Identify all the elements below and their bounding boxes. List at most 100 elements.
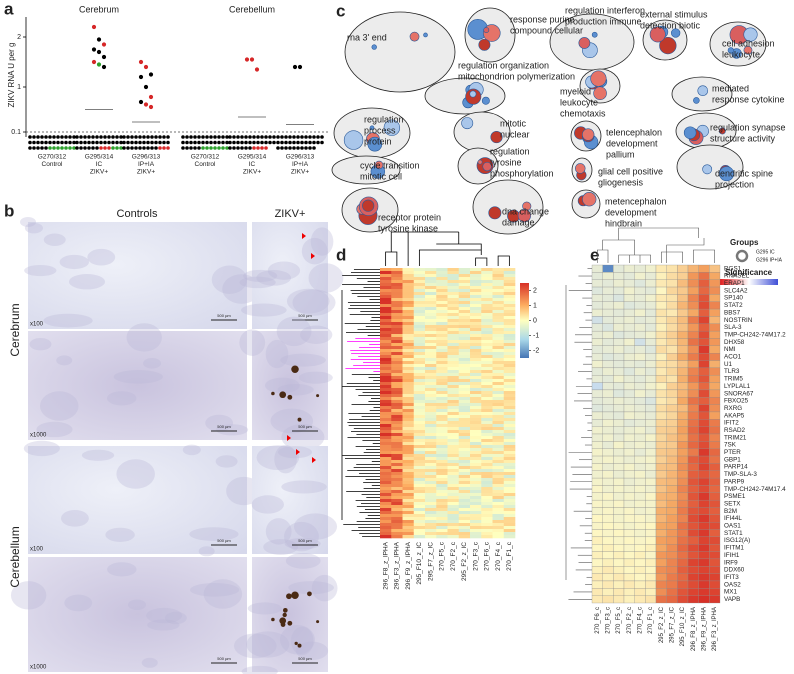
heatmap-cell bbox=[613, 286, 625, 295]
heatmap-cell bbox=[634, 316, 646, 324]
lod-dot bbox=[272, 140, 276, 145]
heatmap-texture bbox=[458, 514, 471, 518]
heatmap-texture bbox=[492, 463, 505, 467]
heatmap-texture bbox=[380, 460, 392, 464]
arrowhead bbox=[302, 233, 306, 239]
heatmap-cell bbox=[613, 499, 625, 508]
heatmap-texture bbox=[380, 328, 392, 332]
heatmap-cell bbox=[645, 448, 657, 457]
heatmap-texture bbox=[391, 268, 403, 272]
heatmap-texture bbox=[413, 493, 426, 497]
heatmap-cell bbox=[634, 529, 646, 538]
gene-label: PSME1 bbox=[724, 493, 746, 500]
heatmap-cell bbox=[677, 353, 689, 361]
lod-dot bbox=[276, 140, 280, 145]
lod-dot bbox=[256, 135, 260, 139]
term-cluster bbox=[472, 179, 544, 235]
heatmap-texture bbox=[458, 418, 471, 422]
heatmap-cell bbox=[634, 573, 646, 582]
lod-dot bbox=[64, 140, 68, 145]
heatmap-texture bbox=[492, 418, 505, 422]
heatmap-texture bbox=[492, 514, 505, 518]
lod-dot bbox=[72, 140, 76, 145]
heatmap-cell bbox=[698, 536, 710, 545]
heatmap-texture bbox=[436, 283, 448, 287]
heatmap-texture bbox=[492, 424, 505, 428]
lod-dot bbox=[217, 140, 221, 145]
heatmap-image bbox=[380, 268, 516, 539]
heatmap-texture bbox=[447, 319, 460, 323]
lod-dot bbox=[181, 146, 185, 150]
heatmap-texture bbox=[391, 457, 403, 461]
heatmap-texture bbox=[470, 367, 482, 371]
lod-dot bbox=[296, 146, 300, 150]
heatmap-cell bbox=[634, 544, 646, 552]
column-dendrogram bbox=[597, 227, 715, 263]
heatmap-texture bbox=[413, 403, 426, 407]
term-cluster bbox=[331, 155, 401, 185]
heatmap-texture bbox=[380, 346, 392, 350]
heatmap-cell bbox=[602, 323, 614, 332]
group-label: ZIKV+ bbox=[243, 169, 261, 176]
heatmap-cell bbox=[591, 404, 603, 413]
heatmap-texture bbox=[481, 343, 493, 347]
heatmap-cell bbox=[634, 338, 646, 346]
heatmap-texture bbox=[402, 367, 415, 371]
heatmap-texture bbox=[481, 493, 493, 497]
heatmap-cell bbox=[634, 536, 646, 545]
heatmap-texture bbox=[380, 523, 392, 527]
row-dendrogram bbox=[341, 269, 380, 537]
lod-dot bbox=[87, 140, 91, 145]
heatmap-cell bbox=[634, 330, 646, 339]
heatmap-texture bbox=[492, 322, 505, 326]
heatmap-texture bbox=[503, 292, 516, 296]
heatmap-cell bbox=[591, 286, 603, 295]
heatmap-cell bbox=[677, 573, 689, 582]
heatmap-texture bbox=[447, 529, 460, 533]
heatmap-texture bbox=[481, 439, 493, 443]
data-dot bbox=[148, 94, 154, 100]
heatmap-texture bbox=[391, 493, 403, 497]
lod-dot bbox=[312, 146, 316, 150]
heatmap-texture bbox=[425, 469, 437, 473]
heatmap-texture bbox=[503, 442, 516, 446]
heatmap-texture bbox=[470, 358, 482, 362]
heatmap-texture bbox=[425, 451, 437, 455]
heatmap-texture bbox=[402, 400, 415, 404]
heatmap-texture bbox=[458, 370, 471, 374]
heatmap-cell bbox=[602, 353, 614, 361]
heatmap-texture bbox=[436, 397, 448, 401]
heatmap-texture bbox=[402, 532, 415, 536]
heatmap-cell bbox=[645, 419, 657, 427]
heatmap-texture bbox=[492, 433, 505, 437]
heatmap-cell bbox=[591, 522, 603, 530]
heatmap-cell bbox=[666, 397, 678, 405]
heatmap-cell bbox=[591, 345, 603, 354]
heatmap-texture bbox=[481, 457, 493, 461]
heatmap-cell bbox=[591, 441, 603, 449]
heatmap-texture bbox=[481, 454, 493, 458]
heatmap-texture bbox=[470, 280, 482, 284]
heatmap-cell bbox=[623, 463, 635, 471]
heatmap-texture bbox=[458, 283, 471, 287]
heatmap-texture bbox=[425, 496, 437, 500]
gene-label: ACO1 bbox=[724, 354, 742, 361]
cluster-outline bbox=[344, 11, 456, 93]
heatmap-texture bbox=[413, 499, 426, 503]
heatmap-texture bbox=[402, 451, 415, 455]
heatmap-texture bbox=[413, 439, 426, 443]
heatmap-texture bbox=[391, 448, 403, 452]
heatmap-texture bbox=[391, 526, 403, 530]
heatmap-texture bbox=[425, 283, 437, 287]
term-node bbox=[409, 31, 420, 42]
lod-dot bbox=[95, 135, 99, 139]
heatmap-cell bbox=[634, 345, 646, 354]
heatmap-texture bbox=[380, 499, 392, 503]
heatmap-cell bbox=[623, 301, 635, 310]
heatmap-texture bbox=[470, 520, 482, 524]
heatmap-texture bbox=[470, 517, 482, 521]
heatmap-texture bbox=[413, 448, 426, 452]
heatmap-texture bbox=[458, 382, 471, 386]
heatmap-texture bbox=[402, 442, 415, 446]
tissue-texture bbox=[29, 337, 52, 351]
